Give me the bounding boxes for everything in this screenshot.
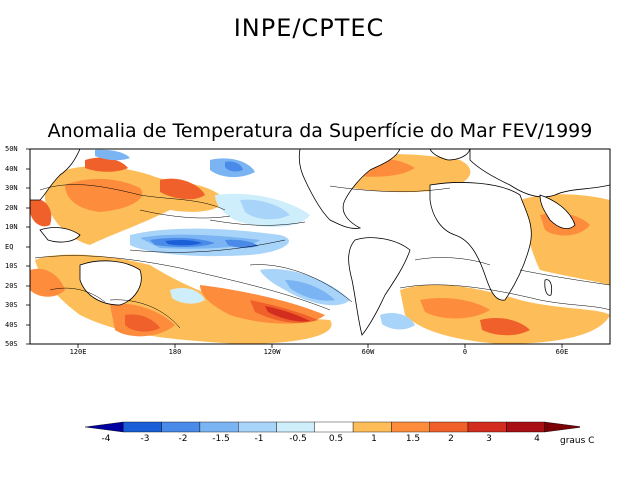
color-scale-segment [467,421,507,433]
lat-label-30n: 30N [5,184,18,192]
lon-label-60e: 60E [555,348,569,356]
lat-label-10s: 10S [5,262,18,270]
map-frame [29,148,611,345]
color-scale-bar [84,421,580,433]
lon-label-180: 180 [168,348,182,356]
lat-label-50n: 50N [5,145,18,153]
lat-label-eq: EQ [5,243,14,251]
lat-label-20s: 20S [5,282,18,290]
scale-label-minus-2: -2 [178,434,188,444]
south-america [348,237,411,336]
scale-label-minus-4: -4 [101,434,111,444]
color-scale-segment [314,421,354,433]
color-scale-segment [161,421,201,433]
color-scale-segment [352,421,392,433]
color-scale-segment [544,421,580,433]
color-scale-segment [429,421,469,433]
scale-label-3: 3 [486,434,492,444]
lat-label-10n: 10N [5,223,18,231]
lat-label-30s: 30S [5,301,18,309]
greenland [429,149,471,161]
color-scale-segment [237,421,277,433]
madagascar [544,279,553,296]
scale-label-minus-1: -1 [254,434,264,444]
arabia-india [539,194,576,230]
color-scale-segment [506,421,545,433]
lon-label-120w: 120W [263,348,281,356]
color-scale-segment [84,421,124,433]
africa [429,182,532,301]
scale-label-1: 1 [371,434,377,444]
axis-ticks [26,148,563,348]
europe-asia [469,149,610,198]
asia-east [30,149,81,201]
lat-label-40n: 40N [5,165,18,173]
scale-label-minus-1-5: -1.5 [212,434,230,444]
color-scale-segment [199,421,239,433]
cool-anomaly-regions [95,149,415,330]
scale-label-minus-0-5: -0.5 [289,434,307,444]
scale-label-0-5: 0.5 [328,434,344,444]
page-title: INPE/CPTEC [233,14,385,42]
lon-label-0: 0 [462,348,468,356]
australia [79,260,142,306]
color-scale-segment [391,421,430,433]
lat-label-50s: 50S [5,340,18,348]
scale-label-1-5: 1.5 [405,434,421,444]
map-title: Anomalia de Temperatura da Superfície do… [47,120,593,142]
color-scale-segment [123,421,162,433]
contour-lines [34,184,610,329]
continents [30,149,610,336]
lon-label-120e: 120E [69,348,87,356]
scale-label-4: 4 [534,434,540,444]
scale-label-2: 2 [448,434,454,444]
scale-label-minus-3: -3 [140,434,150,444]
maritime-continent [39,227,81,243]
color-scale-segment [276,421,315,433]
lat-label-20n: 20N [5,204,18,212]
lat-label-40s: 40S [5,321,18,329]
sst-anomaly-map [26,148,611,348]
lon-label-60w: 60W [361,348,375,356]
units-label: graus C [560,436,595,446]
